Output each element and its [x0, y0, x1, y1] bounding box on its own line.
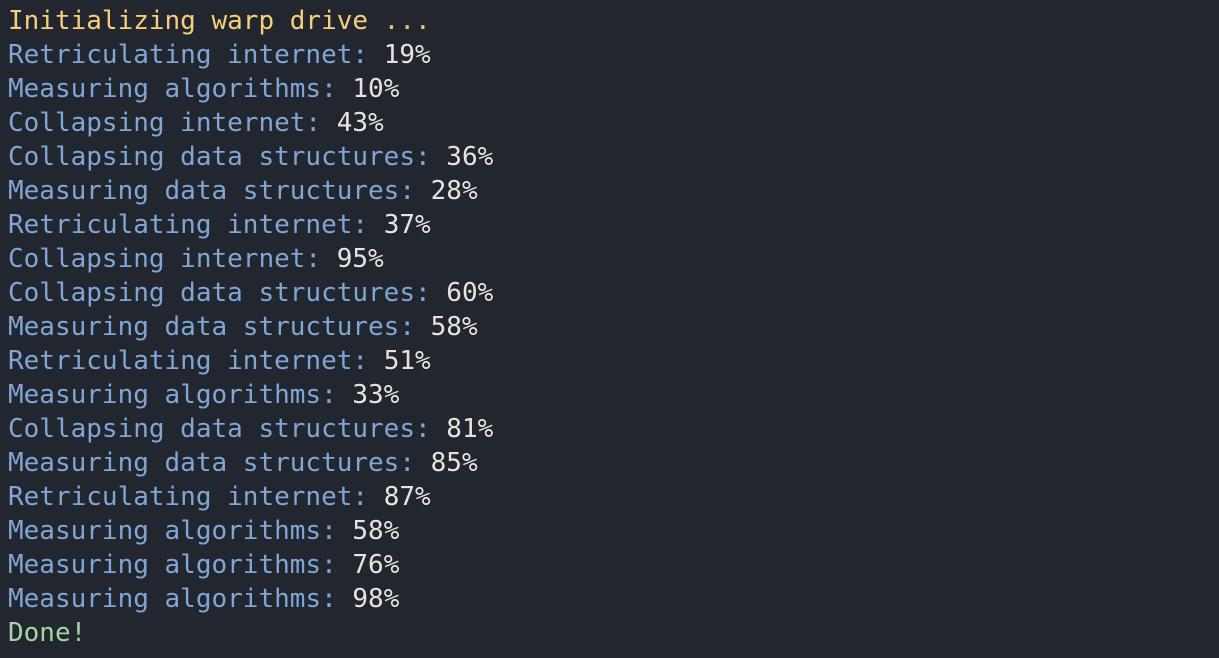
terminal-task-line: Measuring data structures: 28%	[8, 174, 1219, 208]
task-label: Collapsing data structures:	[8, 278, 431, 308]
task-value: 28%	[430, 176, 478, 206]
task-separator	[415, 448, 431, 478]
task-label: Measuring algorithms:	[8, 516, 337, 546]
task-value: 51%	[383, 346, 431, 376]
terminal-task-line: Collapsing data structures: 36%	[8, 140, 1219, 174]
task-label: Collapsing data structures:	[8, 414, 431, 444]
task-label: Measuring data structures:	[8, 176, 415, 206]
task-separator	[431, 142, 447, 172]
task-separator	[337, 550, 353, 580]
task-value: 85%	[430, 448, 478, 478]
task-value: 87%	[383, 482, 431, 512]
task-value: 95%	[336, 244, 384, 274]
terminal-task-line: Collapsing data structures: 60%	[8, 276, 1219, 310]
terminal-task-line: Retriculating internet: 87%	[8, 480, 1219, 514]
task-separator	[368, 346, 384, 376]
task-value: 36%	[446, 142, 494, 172]
terminal-task-line: Retriculating internet: 19%	[8, 38, 1219, 72]
task-value: 19%	[383, 40, 431, 70]
task-separator	[368, 40, 384, 70]
terminal-task-list: Retriculating internet: 19% Measuring alg…	[8, 38, 1219, 616]
task-separator	[321, 108, 337, 138]
task-value: 58%	[430, 312, 478, 342]
task-value: 98%	[352, 584, 400, 614]
terminal-task-line: Collapsing data structures: 81%	[8, 412, 1219, 446]
task-separator	[337, 380, 353, 410]
task-value: 43%	[336, 108, 384, 138]
task-separator	[337, 74, 353, 104]
task-label: Collapsing internet:	[8, 108, 322, 138]
task-label: Measuring data structures:	[8, 312, 415, 342]
terminal-title-ellipsis: ...	[368, 6, 431, 36]
task-separator	[368, 210, 384, 240]
task-label: Collapsing data structures:	[8, 142, 431, 172]
task-label: Retriculating internet:	[8, 210, 369, 240]
terminal-done-line: Done!	[8, 618, 87, 648]
task-separator	[431, 414, 447, 444]
terminal-task-line: Retriculating internet: 51%	[8, 344, 1219, 378]
task-separator	[337, 584, 353, 614]
task-label: Measuring algorithms:	[8, 550, 337, 580]
terminal-task-line: Retriculating internet: 37%	[8, 208, 1219, 242]
task-label: Retriculating internet:	[8, 482, 369, 512]
terminal-task-line: Measuring algorithms: 58%	[8, 514, 1219, 548]
task-value: 60%	[446, 278, 494, 308]
terminal-title-line: Initializing warp drive ...	[8, 4, 1219, 38]
task-label: Measuring data structures:	[8, 448, 415, 478]
task-separator	[321, 244, 337, 274]
terminal-task-line: Measuring algorithms: 76%	[8, 548, 1219, 582]
task-separator	[415, 312, 431, 342]
task-value: 10%	[352, 74, 400, 104]
task-label: Measuring algorithms:	[8, 74, 337, 104]
task-separator	[415, 176, 431, 206]
task-value: 76%	[352, 550, 400, 580]
task-value: 58%	[352, 516, 400, 546]
task-label: Retriculating internet:	[8, 40, 369, 70]
task-value: 81%	[446, 414, 494, 444]
terminal-task-line: Measuring data structures: 85%	[8, 446, 1219, 480]
terminal-task-line: Measuring algorithms: 33%	[8, 378, 1219, 412]
task-separator	[431, 278, 447, 308]
terminal-task-line: Measuring algorithms: 98%	[8, 582, 1219, 616]
task-separator	[368, 482, 384, 512]
task-separator	[337, 516, 353, 546]
task-label: Collapsing internet:	[8, 244, 322, 274]
task-value: 37%	[383, 210, 431, 240]
task-label: Measuring algorithms:	[8, 584, 337, 614]
task-label: Retriculating internet:	[8, 346, 369, 376]
terminal-task-line: Measuring algorithms: 10%	[8, 72, 1219, 106]
terminal-title-text: Initializing warp drive	[8, 6, 369, 36]
terminal-task-line: Measuring data structures: 58%	[8, 310, 1219, 344]
terminal-task-line: Collapsing internet: 43%	[8, 106, 1219, 140]
task-label: Measuring algorithms:	[8, 380, 337, 410]
terminal-task-line: Collapsing internet: 95%	[8, 242, 1219, 276]
task-value: 33%	[352, 380, 400, 410]
